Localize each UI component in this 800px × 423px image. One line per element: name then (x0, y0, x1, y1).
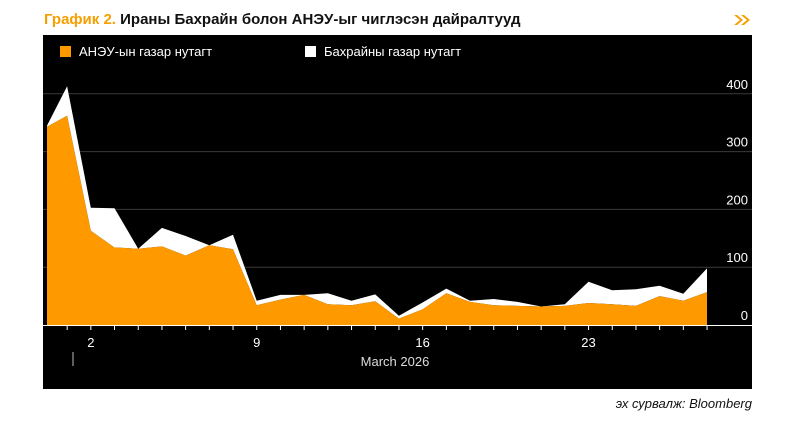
chart-title: График 2. Ираны Бахрайн болон АНЭУ-ыг чи… (44, 9, 756, 31)
legend-swatch (305, 46, 316, 57)
legend-swatch (60, 46, 71, 57)
chart-title-row: График 2. Ираны Бахрайн болон АНЭУ-ыг чи… (44, 9, 756, 31)
y-tick-label: 100 (726, 250, 748, 265)
source-note: эх сурвалж: Bloomberg (615, 396, 752, 411)
x-tick-label: 23 (581, 335, 595, 350)
x-tick-label: 9 (253, 335, 260, 350)
chart-number: График 2. (44, 11, 116, 28)
chart-panel: 0 100 200 300 400 2 9 16 23 March 2026 АНЭУ-ын газ… (43, 35, 752, 389)
y-tick-label: 400 (726, 77, 748, 92)
legend-label: Бахрайны газар нутагт (324, 44, 461, 59)
x-tick-label: 16 (415, 335, 429, 350)
series-area-uae (47, 115, 707, 325)
y-tick-label: 200 (726, 192, 748, 207)
y-tick-label: 300 (726, 135, 748, 150)
x-axis-label: March 2026 (361, 354, 430, 369)
chart-title-text: Ираны Бахрайн болон АНЭУ-ыг чиглэсэн дай… (115, 11, 521, 28)
area-chart: 0 100 200 300 400 2 9 16 23 March 2026 АНЭУ-ын газ… (43, 44, 752, 369)
y-tick-label: 0 (741, 308, 748, 323)
double-chevron-right-icon[interactable] (734, 13, 752, 27)
legend-label: АНЭУ-ын газар нутагт (79, 44, 212, 59)
x-tick-label: 2 (87, 335, 94, 350)
series-area-bahrain (47, 86, 707, 319)
